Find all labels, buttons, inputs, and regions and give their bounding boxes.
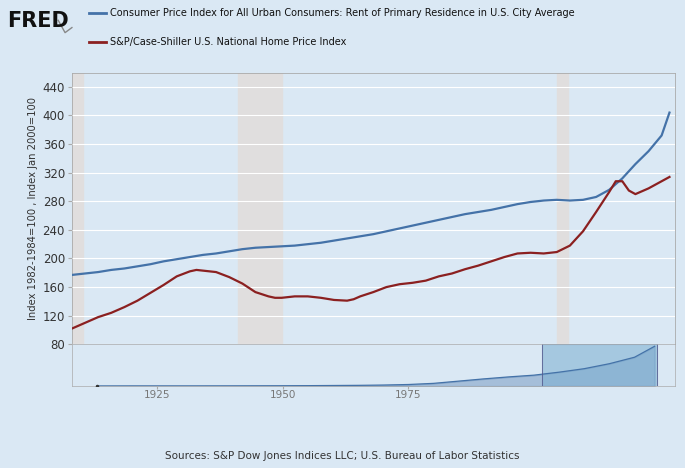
Text: FRED: FRED bbox=[7, 11, 68, 31]
Bar bbox=[238, 73, 282, 344]
Text: Sources: S&P Dow Jones Indices LLC; U.S. Bureau of Labor Statistics: Sources: S&P Dow Jones Indices LLC; U.S.… bbox=[165, 451, 520, 461]
Text: Consumer Price Index for All Urban Consumers: Rent of Primary Residence in U.S. : Consumer Price Index for All Urban Consu… bbox=[110, 8, 574, 18]
Bar bbox=[69, 73, 83, 344]
Y-axis label: Index 1982-1984=100 , Index Jan 2000=100: Index 1982-1984=100 , Index Jan 2000=100 bbox=[29, 97, 38, 320]
Bar bbox=[557, 73, 568, 344]
Bar bbox=[542, 344, 657, 386]
Text: S&P/Case-Shiller U.S. National Home Price Index: S&P/Case-Shiller U.S. National Home Pric… bbox=[110, 37, 346, 47]
